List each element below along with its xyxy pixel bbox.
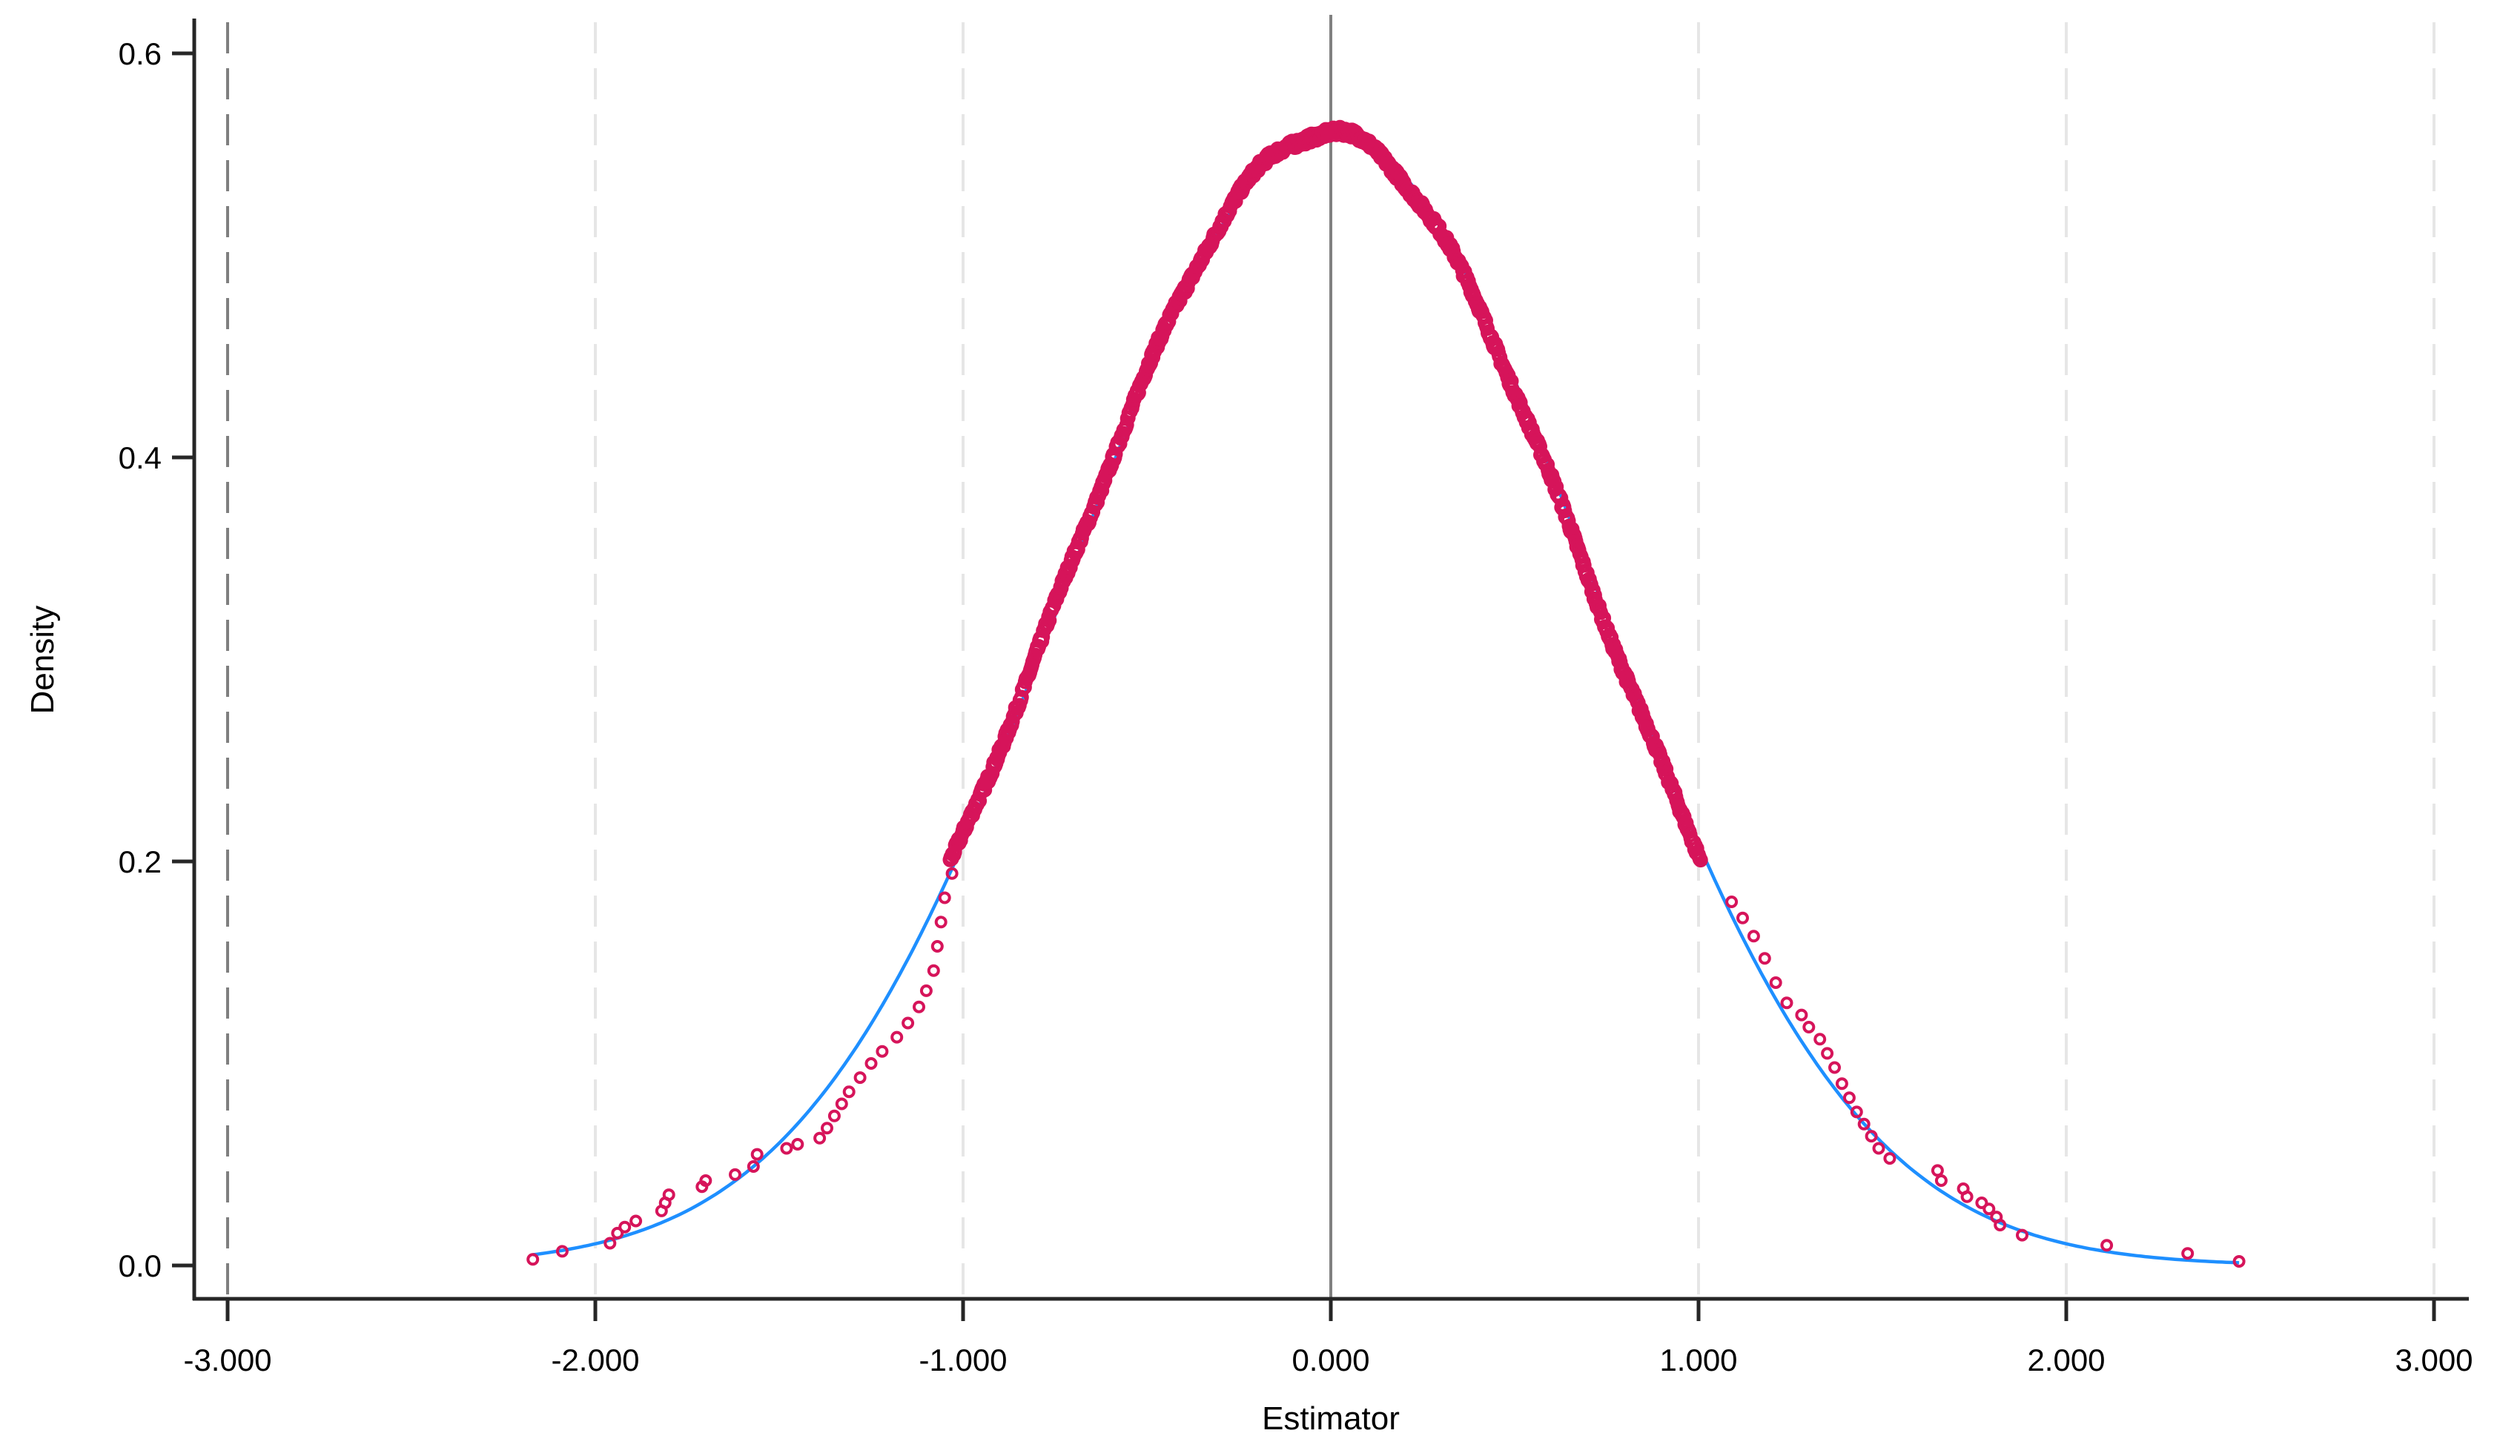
data-point [1813, 1033, 1827, 1046]
data-point [835, 1097, 848, 1111]
data-point [1736, 911, 1749, 924]
x-tick-label: -3.000 [183, 1343, 271, 1377]
data-point [930, 940, 944, 953]
vertical-gridlines [594, 22, 2435, 1297]
data-point [1931, 1164, 1944, 1177]
data-point [2232, 1255, 2246, 1268]
data-point [1795, 1008, 1808, 1022]
x-axis-title: Estimator [1262, 1400, 1400, 1437]
data-point [1780, 996, 1793, 1010]
y-axis-ticks: 0.0 0.2 0.4 0.6 [119, 36, 194, 1283]
data-point [1769, 976, 1782, 989]
data-point [945, 867, 959, 880]
x-tick-label: -2.000 [551, 1343, 639, 1377]
y-tick-label: 0.4 [119, 440, 162, 475]
data-point [729, 1168, 741, 1181]
data-point [1857, 1117, 1871, 1131]
data-point [827, 1109, 841, 1122]
data-point [1802, 1021, 1816, 1033]
data-point [611, 1226, 624, 1240]
data-point [1865, 1130, 1878, 1143]
data-point [603, 1237, 617, 1250]
x-tick-label: 1.000 [1659, 1343, 1737, 1377]
data-point [890, 1030, 904, 1044]
y-tick-label: 0.6 [119, 36, 162, 71]
data-point [1994, 1219, 2007, 1231]
data-point [2100, 1239, 2114, 1252]
x-tick-label: 3.000 [2395, 1343, 2473, 1377]
data-point [629, 1214, 643, 1228]
reference-lines [226, 15, 1332, 1297]
x-tick-label: 2.000 [2027, 1343, 2105, 1377]
data-point [1842, 1091, 1856, 1105]
data-point [526, 1253, 540, 1266]
normal-curve-path [532, 130, 2240, 1265]
data-point [1758, 952, 1771, 965]
y-axis-title: Density [24, 606, 61, 715]
x-axis-ticks: -3.000 -2.000 -1.000 0.000 1.000 2.000 3.000 [183, 1299, 2473, 1377]
y-tick-label: 0.0 [119, 1248, 162, 1283]
data-point [1828, 1061, 1841, 1074]
data-point [1872, 1142, 1885, 1155]
data-point [1725, 896, 1739, 908]
data-point [813, 1131, 827, 1145]
data-point [1934, 1174, 1948, 1187]
data-point [747, 1160, 760, 1173]
data-point [919, 984, 933, 997]
normal-density-curve [532, 130, 2240, 1265]
data-point [938, 891, 951, 904]
data-point [821, 1122, 833, 1135]
data-point [876, 1045, 889, 1058]
data-point [913, 1000, 925, 1013]
data-point [1658, 761, 1674, 777]
y-tick-label: 0.2 [119, 844, 162, 879]
x-tick-label: -1.000 [919, 1343, 1007, 1377]
data-point [750, 1148, 764, 1161]
data-point [842, 1085, 856, 1099]
data-point [2016, 1228, 2028, 1242]
data-point [1975, 1197, 1988, 1209]
data-point [662, 1188, 675, 1202]
data-point [555, 1245, 569, 1258]
data-point [618, 1220, 632, 1234]
data-point [1693, 853, 1708, 868]
data-point [949, 844, 962, 858]
data-point [902, 1016, 915, 1030]
data-point [1747, 930, 1760, 943]
data-point [934, 916, 948, 929]
data-point [2181, 1247, 2195, 1260]
data-point [1821, 1047, 1834, 1060]
data-point [780, 1142, 793, 1155]
data-point [1960, 1190, 1974, 1203]
data-point [864, 1057, 878, 1070]
data-point [1850, 1105, 1863, 1119]
data-point [853, 1071, 867, 1085]
data-point [791, 1138, 804, 1151]
data-point [699, 1174, 712, 1187]
observed-density-points [526, 119, 2246, 1268]
data-point [1835, 1077, 1848, 1091]
data-point [1982, 1202, 1996, 1216]
data-point [1883, 1152, 1896, 1165]
x-tick-label: 0.000 [1292, 1343, 1369, 1377]
data-point [927, 964, 940, 977]
